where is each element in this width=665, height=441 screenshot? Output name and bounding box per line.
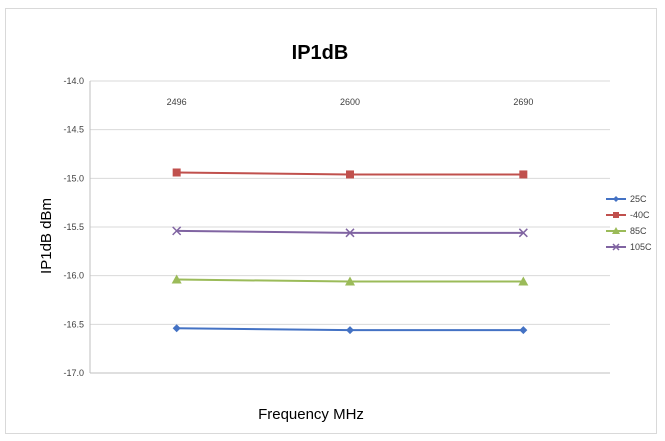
legend-marker <box>612 243 620 251</box>
y-tick-label: -15.0 <box>63 173 84 183</box>
data-point <box>519 170 528 179</box>
legend-item: -40C <box>606 210 650 220</box>
legend-marker <box>613 212 619 218</box>
chart-frame: IP1dB -14.0 -14.5 -15.0 -15.5 -16.0 -16.5 -17.… <box>5 8 657 434</box>
data-point <box>346 170 354 179</box>
legend-marker <box>613 196 619 202</box>
data-point <box>519 326 528 335</box>
y-tick-label: -14.0 <box>63 76 84 86</box>
x-tick-label: 2690 <box>513 97 533 107</box>
y-tick-label: -16.5 <box>63 319 84 329</box>
data-point <box>171 274 182 284</box>
data-point <box>518 276 529 286</box>
series--40C <box>172 168 528 179</box>
x-tick-labels: 2496 2600 2690 <box>167 97 534 107</box>
data-point <box>172 168 181 177</box>
series-85C <box>171 274 529 286</box>
series-25C <box>172 324 528 335</box>
chart-title: IP1dB <box>292 42 349 64</box>
data-point <box>172 324 181 333</box>
y-tick-labels: -14.0 -14.5 -15.0 -15.5 -16.0 -16.5 -17.0 <box>63 76 84 378</box>
legend-item: 25C <box>606 194 647 204</box>
x-axis-title: Frequency MHz <box>258 406 364 423</box>
chart-canvas: IP1dB -14.0 -14.5 -15.0 -15.5 -16.0 -16.5 -17.… <box>38 42 652 423</box>
data-point <box>172 226 182 236</box>
series-105C <box>172 226 528 238</box>
x-tick-label: 2600 <box>340 97 360 107</box>
legend-label: 85C <box>630 226 647 236</box>
data-point <box>345 228 355 238</box>
legend-item: 85C <box>606 226 647 236</box>
legend-label: 105C <box>630 242 652 252</box>
data-point <box>346 326 354 335</box>
series-layer <box>171 168 529 335</box>
legend-label: -40C <box>630 210 650 220</box>
y-tick-label: -14.5 <box>63 125 84 135</box>
legend: 25C -40C 85C 105C <box>606 194 652 252</box>
legend-marker <box>612 227 620 234</box>
legend-label: 25C <box>630 194 647 204</box>
y-tick-label: -15.5 <box>63 222 84 232</box>
data-point <box>518 228 528 238</box>
legend-item: 105C <box>606 242 652 252</box>
x-tick-label: 2496 <box>167 97 187 107</box>
data-point <box>345 276 355 286</box>
y-tick-label: -16.0 <box>63 271 84 281</box>
y-tick-label: -17.0 <box>63 368 84 378</box>
y-axis-title: IP1dB dBm <box>38 198 55 274</box>
